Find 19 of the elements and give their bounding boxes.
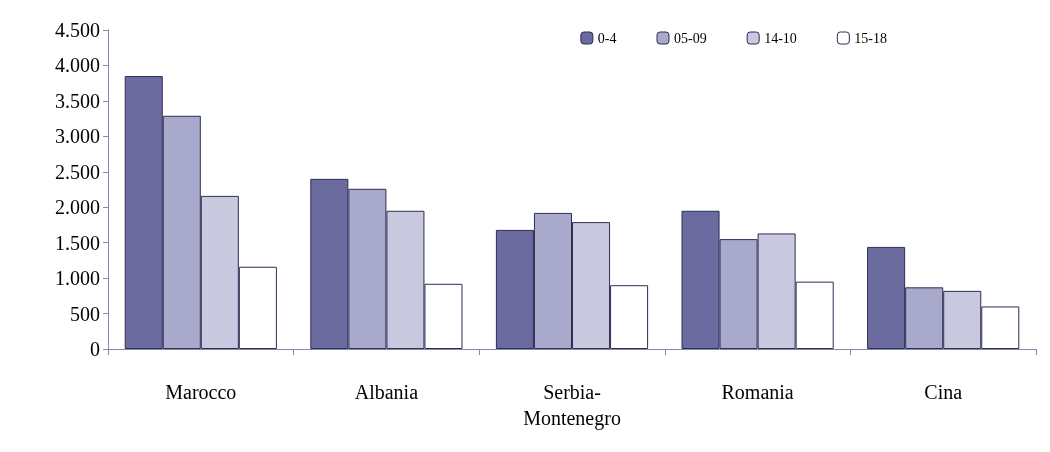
y-tick-label: 3.000 bbox=[55, 125, 100, 148]
legend-label: 0-4 bbox=[597, 30, 617, 46]
x-tick-label: Cina bbox=[924, 381, 963, 403]
x-tick-label: Romania bbox=[721, 381, 794, 403]
x-tick-label: Marocco bbox=[165, 381, 237, 403]
y-tick-label: 4.000 bbox=[55, 54, 100, 77]
y-tick-label: 500 bbox=[70, 302, 100, 325]
legend-label: 14-10 bbox=[764, 30, 797, 46]
y-tick-label: 3.500 bbox=[55, 89, 100, 112]
y-tick-label: 1.000 bbox=[55, 267, 100, 290]
y-tick-label: 0 bbox=[90, 338, 100, 360]
y-tick-label: 1.500 bbox=[55, 231, 100, 254]
x-tick-label: Serbia-Montenegro bbox=[523, 381, 621, 430]
y-tick-label: 2.500 bbox=[55, 160, 100, 183]
x-tick-label: Albania bbox=[354, 381, 419, 403]
legend-label: 15-18 bbox=[854, 30, 888, 46]
y-tick-label: 2.000 bbox=[55, 196, 100, 219]
y-tick-label: 4.500 bbox=[55, 19, 100, 41]
legend-label: 05-09 bbox=[674, 30, 707, 46]
